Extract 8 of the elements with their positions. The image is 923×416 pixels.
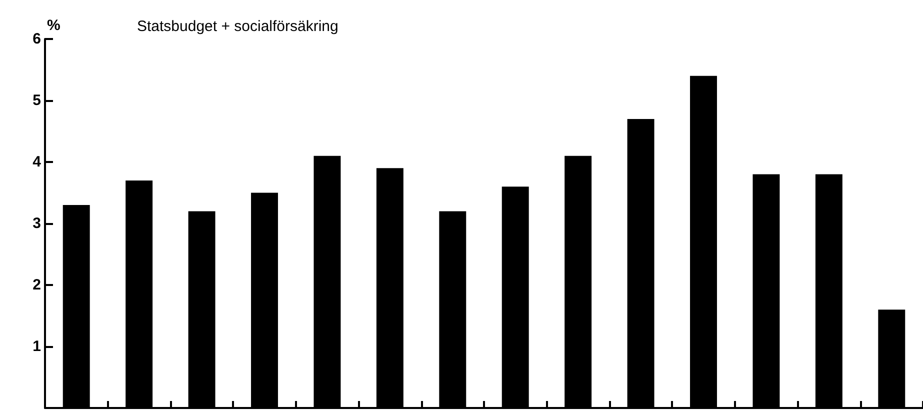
y-tick-label: 4 xyxy=(32,154,42,170)
y-tick-label: 2 xyxy=(32,276,41,294)
y-tick-label: 3 xyxy=(32,215,41,232)
y-tick-label: 6 xyxy=(32,30,41,48)
y-tick-label: 5 xyxy=(32,92,41,109)
chart-title: Statsbudget + socialförsäkring xyxy=(137,18,338,35)
y-axis-title: % xyxy=(47,17,60,34)
y-tick-label: 1 xyxy=(32,338,41,355)
